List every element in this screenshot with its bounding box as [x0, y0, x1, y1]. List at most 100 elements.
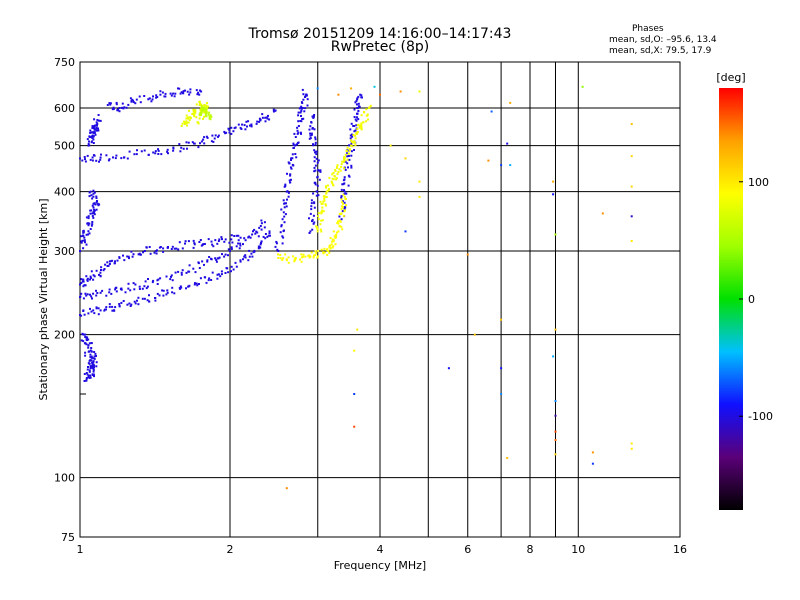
echo-point [197, 146, 200, 149]
echo-point [279, 254, 282, 256]
echo-point [181, 269, 184, 272]
echo-point [182, 92, 185, 95]
echo-point [237, 123, 240, 126]
echo-point [182, 90, 185, 93]
echo-point [352, 134, 355, 136]
echo-point [300, 109, 303, 112]
echo-point [325, 192, 328, 195]
echo-point [336, 165, 339, 168]
echo-point [201, 260, 204, 263]
echo-point [86, 373, 89, 376]
echo-point [289, 174, 292, 177]
echo-point [554, 430, 557, 433]
echo-point [234, 126, 237, 129]
echo-point [552, 180, 555, 183]
echo-point [88, 136, 91, 139]
echo-point [108, 288, 111, 291]
echo-point [350, 87, 353, 90]
echo-point [130, 303, 133, 306]
echo-point [630, 155, 633, 158]
echo-point [251, 233, 254, 236]
echo-point [336, 222, 339, 225]
echo-point [87, 350, 90, 353]
echo-point [326, 253, 329, 256]
echo-point [101, 289, 104, 292]
echo-point [177, 270, 180, 273]
echo-point [164, 95, 167, 98]
echo-point [239, 260, 242, 263]
echo-point [122, 254, 124, 257]
echo-point [330, 243, 333, 246]
echo-point [122, 300, 125, 302]
echo-point [322, 252, 325, 255]
echo-point [179, 150, 182, 153]
echo-point [356, 328, 359, 331]
echo-point [309, 132, 312, 135]
echo-point [241, 123, 244, 126]
echo-point [290, 159, 292, 161]
echo-point [356, 128, 359, 130]
echo-point [86, 278, 89, 281]
echo-point [100, 266, 103, 269]
echo-point [299, 106, 302, 109]
echo-point [305, 93, 308, 96]
echo-point [89, 293, 91, 296]
echo-point [139, 101, 142, 104]
echo-point [197, 122, 200, 125]
echo-point [95, 159, 98, 162]
echo-point [115, 290, 118, 293]
echo-point [554, 233, 557, 236]
echo-point [82, 285, 85, 288]
echo-point [157, 149, 160, 152]
echo-point [86, 279, 89, 282]
echo-point [283, 206, 286, 209]
echo-point [199, 102, 202, 105]
y-tick-label: 75 [61, 531, 75, 544]
echo-point [92, 195, 95, 198]
echo-point [290, 178, 292, 181]
echo-point [111, 259, 114, 262]
echo-point [93, 355, 96, 358]
echo-point [166, 291, 169, 294]
echo-point [315, 194, 318, 197]
echo-point [363, 111, 366, 114]
echo-point [122, 107, 125, 110]
echo-point [85, 379, 88, 382]
echo-point [320, 202, 323, 205]
echo-point [87, 366, 89, 368]
echo-point [338, 215, 341, 218]
echo-point [96, 127, 99, 130]
echo-point [350, 166, 353, 169]
echo-point [303, 110, 306, 113]
echo-point [154, 150, 157, 153]
echo-point [320, 248, 323, 251]
echo-point [348, 158, 351, 161]
echo-point [180, 271, 183, 274]
echo-point [93, 351, 96, 353]
echo-point [178, 87, 181, 90]
echo-point [223, 240, 226, 243]
echo-point [591, 451, 594, 454]
echo-point [217, 273, 220, 276]
echo-point [338, 219, 341, 222]
echo-point [353, 116, 356, 118]
echo-point [290, 157, 293, 160]
echo-point [135, 153, 138, 156]
echo-point [353, 349, 356, 352]
echo-point [316, 228, 319, 231]
echo-point [332, 178, 335, 181]
echo-point [277, 257, 280, 259]
echo-point [261, 116, 264, 119]
echo-point [114, 288, 117, 291]
echo-point [95, 129, 98, 132]
echo-point [105, 306, 108, 309]
echo-point [93, 275, 96, 278]
echo-point [230, 126, 233, 129]
echo-point [272, 108, 275, 111]
echo-point [82, 231, 85, 234]
echo-point [302, 93, 305, 96]
echo-point [217, 135, 219, 138]
echo-point [346, 155, 349, 158]
echo-point [274, 245, 277, 248]
echo-point [309, 230, 312, 233]
